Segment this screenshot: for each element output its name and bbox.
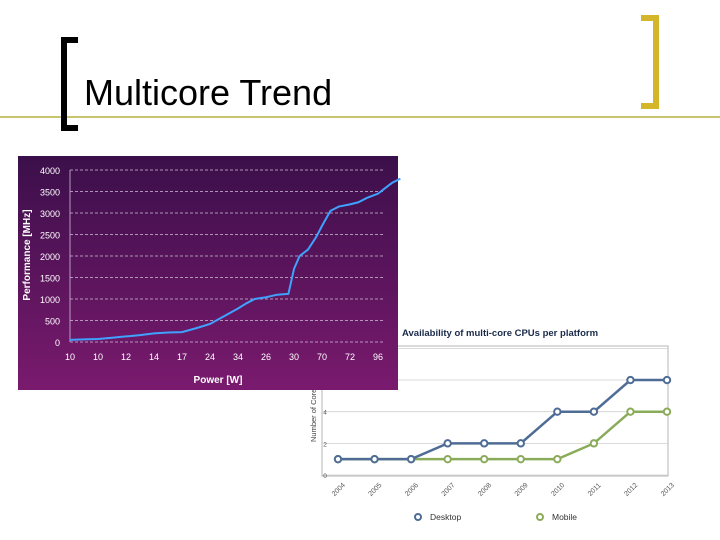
chart1-y-tick-label: 2000: [40, 252, 60, 262]
chart1-series-line: [69, 177, 401, 341]
chart1-y-tick-label: 0: [55, 338, 60, 348]
chart1-y-tick-label: 2500: [40, 231, 60, 241]
slide-title: Multicore Trend: [84, 72, 333, 113]
chart2-point-mobile: [589, 439, 599, 448]
chart1-y-axis-label: Performance [MHz]: [22, 209, 33, 300]
chart2-legend-label: Mobile: [552, 512, 577, 522]
chart1-x-axis-label: Power [W]: [194, 375, 243, 386]
chart2-point-desktop: [406, 454, 416, 464]
chart2-legend-marker: [536, 513, 544, 521]
chart1-x-tick-label: 12: [121, 352, 131, 362]
chart2-point-desktop: [516, 439, 525, 448]
chart2-y-tick-label: 2: [323, 441, 327, 448]
chart1-x-tick-label: 10: [93, 352, 103, 362]
chart2-point-mobile: [553, 454, 562, 464]
chart1-x-tick-label: 34: [233, 352, 243, 362]
chart2-point-mobile: [480, 454, 489, 464]
chart1-y-tick-label: 4000: [40, 166, 60, 176]
chart2-point-desktop: [370, 454, 379, 464]
chart1-y-tick-label: 1500: [40, 274, 60, 284]
chart1-y-tick-label: 3000: [40, 209, 60, 219]
chart2-series-line-desktop: [338, 378, 667, 461]
left-bracket-decoration: [61, 37, 78, 131]
chart2-point-mobile: [626, 407, 635, 416]
chart1-x-tick-label: 96: [373, 352, 383, 362]
chart1-x-tick-label: 72: [345, 352, 355, 362]
chart2-point-desktop: [553, 407, 562, 416]
chart2-plot-area: [321, 345, 669, 477]
chart2-title: Availability of multi-core CPUs per plat…: [402, 328, 598, 339]
chart1-x-tick-label: 70: [317, 352, 327, 362]
chart1-x-tick-label: 26: [261, 352, 271, 362]
chart2-point-desktop: [333, 454, 343, 464]
chart2-y-axis-label: Number of Cores: [309, 385, 318, 442]
chart1-x-tick-label: 30: [289, 352, 299, 362]
chart1-y-tick-label: 3500: [40, 188, 60, 198]
chart2-point-desktop: [626, 375, 635, 385]
chart1-background: [18, 156, 398, 390]
chart2-legend-marker: [414, 513, 422, 521]
chart2-legend-label: Desktop: [430, 512, 461, 522]
chart2-point-desktop: [589, 407, 599, 416]
chart2-point-mobile: [662, 407, 672, 416]
chart1-y-tick-label: 500: [45, 317, 60, 327]
chart2-point-mobile: [516, 454, 525, 464]
chart1-y-tick-label: 1000: [40, 295, 60, 305]
chart2-point-desktop: [480, 439, 489, 448]
chart2-y-tick-label: 4: [323, 410, 327, 417]
chart1-x-tick-label: 17: [177, 352, 187, 362]
chart1-x-tick-label: 10: [65, 352, 75, 362]
performance-power-chart: 0 500 1000 1500 2000 2500 3000 3500 4000 10 10 12 1…: [18, 156, 401, 390]
chart1-x-tick-label: 14: [149, 352, 159, 362]
chart1-x-tick-label: 24: [205, 352, 215, 362]
chart2-point-desktop: [662, 375, 672, 385]
chart2-y-tick-label: 0: [323, 473, 327, 480]
chart2-point-desktop: [443, 439, 452, 448]
chart2-point-mobile: [443, 454, 452, 464]
right-bracket-decoration: [641, 15, 659, 109]
